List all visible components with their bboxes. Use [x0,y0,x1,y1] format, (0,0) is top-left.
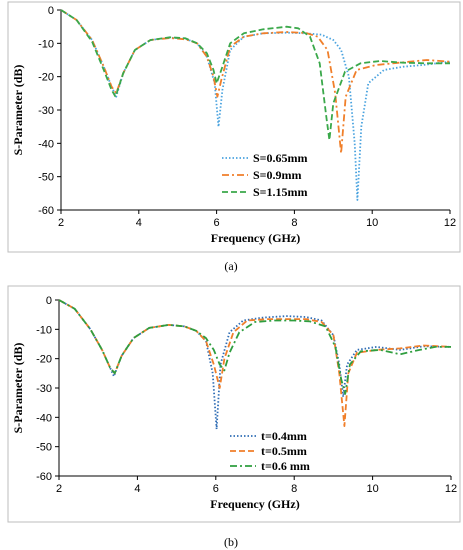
chart-1-ytick-label: -50 [36,442,52,454]
chart-0-xtick-label: 2 [58,217,64,229]
chart-1-ytick-label: -40 [36,412,52,424]
chart-0-x-axis-title: Frequency (GHz) [211,231,300,245]
chart-1-xtick-label: 12 [445,483,457,495]
chart-1-ytick-label: 0 [46,295,52,307]
chart-0-ytick-label: 0 [48,5,54,17]
chart-1-caption: (b) [224,535,238,549]
chart-0-series-line-1 [60,9,451,201]
chart-1-x-axis-title: Frequency (GHz) [210,497,299,511]
chart-0-caption: (a) [224,259,237,273]
chart-0-ytick-label: -40 [38,138,54,150]
chart-0-frame [7,1,461,253]
chart-1-legend-label-1: t=0.4mm [261,429,307,443]
chart-panel-a: 0 -10 -20 -30 -40 -50 -60 2 4 6 8 10 12 S=0.65mm S=0.9… [7,1,461,273]
chart-1-frame [7,285,461,523]
chart-b-svg: 0 -10 -20 -30 -40 -50 -60 2 4 6 8 10 12 t=0.4mmt=0.5m… [7,285,461,549]
chart-1-xtick-label: 4 [134,483,140,495]
chart-0-xtick-label: 12 [444,217,456,229]
chart-0-ytick-label: -10 [38,38,54,50]
chart-1-legend-label-3: t=0.6 mm [261,459,310,473]
chart-1-y-axis-title: S-Parameter (dB) [11,343,25,434]
chart-panel-b: 0 -10 -20 -30 -40 -50 -60 2 4 6 8 10 12 t=0.4mm t=0.5m… [0,284,463,550]
chart-1-xtick-label: 10 [366,483,378,495]
chart-0-xtick-label: 10 [366,217,378,229]
chart-0-legend-label-1: S=0.65mm [253,151,308,165]
chart-0-ytick-label: -50 [38,172,54,184]
chart-0-series-line-3 [60,9,450,141]
chart-1-legend-label-2: t=0.5mm [261,444,307,458]
chart-0-y-axis-title: S-Parameter (dB) [11,65,25,156]
chart-1-ytick-label: -60 [36,471,52,483]
chart-0-ytick-label: -30 [38,105,54,117]
chart-0-xtick-label: 8 [291,217,297,229]
chart-0-ytick-label: -20 [38,72,54,84]
chart-1-ytick-label: -20 [36,354,52,366]
chart-1-ytick-label: -10 [36,324,52,336]
chart-0-xtick-label: 6 [214,217,220,229]
chart-0-legend-label-2: S=0.9mm [253,168,302,182]
chart-1-ytick-label: -30 [36,383,52,395]
chart-0-xtick-label: 4 [136,217,142,229]
chart-a-svg: 0 -10 -20 -30 -40 -50 -60 2 4 6 8 10 12 S=0.65mm S=0.9… [7,1,461,273]
chart-1-series-line-3 [58,299,451,395]
chart-1-xtick-label: 6 [213,483,219,495]
chart-1-xtick-label: 8 [291,483,297,495]
chart-0-legend-label-3: S=1.15mm [253,185,308,199]
chart-1-xtick-label: 2 [56,483,62,495]
chart-0-series-line-2 [60,9,451,155]
chart-0-ytick-label: -60 [38,205,54,217]
